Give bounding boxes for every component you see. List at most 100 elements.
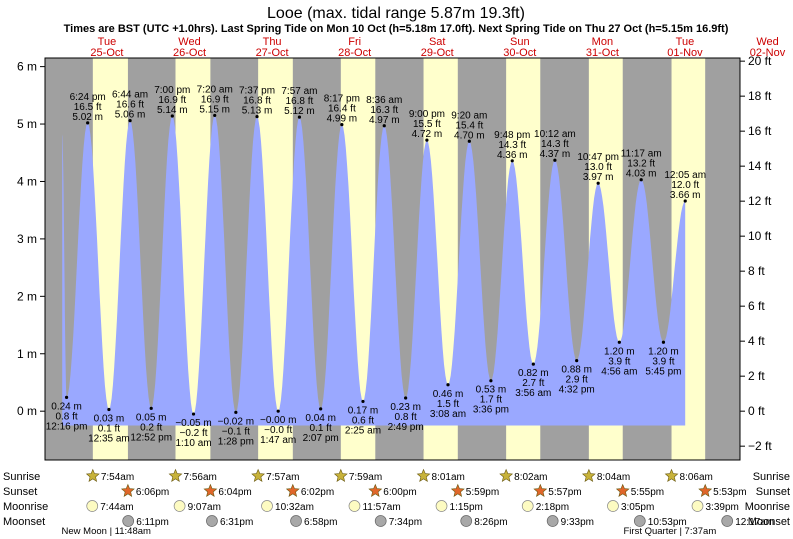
tide-point: [661, 340, 666, 344]
tide-water-area: [62, 115, 686, 426]
footer-row-label-left: Sunset: [3, 486, 37, 498]
sun-star-icon: [698, 483, 713, 497]
tide-m: 0.53 m: [476, 385, 507, 396]
day-date: 02-Nov: [750, 47, 786, 59]
sun-star-icon: [664, 468, 679, 482]
tide-point: [489, 379, 493, 383]
day-name: Sat: [429, 36, 446, 48]
moonrise-icon: [86, 500, 99, 512]
tide-point: [213, 113, 217, 118]
tide-time: 7:57 am: [281, 86, 317, 97]
sunset-time: 5:57pm: [548, 487, 581, 498]
sunrise-time: 7:56am: [184, 472, 217, 483]
day-date: 25-Oct: [90, 47, 123, 59]
tide-point: [361, 399, 365, 404]
sunset-time: 5:55pm: [631, 487, 664, 498]
sun-star-icon: [333, 468, 348, 482]
tide-point: [510, 159, 514, 163]
day-name: Mon: [592, 36, 613, 48]
tide-ft: 13.2 ft: [627, 159, 655, 170]
tide-ft: 15.4 ft: [455, 120, 483, 131]
tide-point: [596, 181, 600, 185]
tide-time: 12:05 am: [664, 170, 706, 181]
tide-time: 4:56 am: [601, 366, 637, 377]
tide-time: 3:36 pm: [473, 405, 509, 416]
sun-star-icon: [285, 483, 300, 497]
day-name: Tue: [676, 36, 695, 48]
footer-row-label-right: Sunset: [756, 486, 790, 498]
moonrise-icon: [521, 500, 534, 512]
tide-m: 4.72 m: [412, 129, 443, 140]
left-tick-label: 2 m: [17, 289, 37, 303]
sunset-time: 6:00pm: [383, 487, 416, 498]
sunrise-time: 7:54am: [101, 472, 134, 483]
moon-phase-label: New Moon | 11:48am: [62, 526, 152, 537]
tide-m: 4.97 m: [369, 115, 400, 126]
right-tick-label: 4 ft: [748, 334, 765, 348]
tide-m: 4.70 m: [454, 130, 485, 141]
right-tick-label: 6 ft: [748, 299, 765, 313]
day-name: Wed: [178, 36, 200, 48]
day-name: Tue: [98, 36, 117, 48]
sun-star-icon: [533, 483, 548, 497]
tide-time: 8:17 pm: [324, 94, 360, 105]
tide-point: [575, 359, 579, 363]
day-name: Sun: [510, 36, 530, 48]
tide-m: 0.23 m: [390, 402, 421, 413]
tide-time: 6:44 am: [112, 90, 148, 101]
tide-ft: 16.4 ft: [328, 104, 356, 115]
tide-m: 1.20 m: [648, 346, 679, 357]
tide-ft: 2.7 ft: [522, 378, 544, 389]
tide-ft: 15.5 ft: [413, 119, 441, 130]
sun-star-icon: [615, 483, 630, 497]
tide-time: 3:08 am: [430, 409, 466, 420]
tide-ft: 16.8 ft: [286, 96, 314, 107]
tide-point: [467, 139, 471, 143]
footer-row-label-left: Moonrise: [3, 501, 48, 513]
moonset-icon: [546, 515, 559, 527]
sun-star-icon: [168, 468, 183, 482]
tide-ft: 16.8 ft: [243, 96, 271, 107]
tide-ft: 16.9 ft: [201, 94, 229, 105]
tide-time: 7:20 am: [197, 84, 233, 95]
tide-ft: 14.3 ft: [541, 139, 569, 150]
tide-ft: −0.1 ft: [222, 426, 250, 437]
tide-point: [319, 407, 323, 411]
moonrise-time: 11:57am: [362, 502, 400, 513]
footer-row-label-right: Sunrise: [753, 471, 790, 483]
moonrise-icon: [173, 500, 186, 512]
day-date: 27-Oct: [256, 47, 289, 59]
moonset-icon: [290, 515, 302, 527]
tide-ft: 0.8 ft: [395, 412, 417, 423]
right-tick-label: 2 ft: [748, 369, 765, 383]
left-tick-label: 5 m: [17, 117, 37, 131]
tide-time: 11:17 am: [621, 149, 662, 160]
tide-ft: 3.9 ft: [652, 356, 674, 367]
sunrise-time: 8:01am: [432, 472, 465, 483]
tide-time: 9:48 pm: [494, 130, 530, 141]
tide-time: 10:47 pm: [577, 152, 619, 163]
tide-m: −0.05 m: [175, 418, 211, 429]
sunset-time: 6:06pm: [136, 487, 169, 498]
right-tick-label: −2 ft: [748, 439, 772, 453]
day-date: 31-Oct: [586, 47, 619, 59]
tide-ft: 0.6 ft: [352, 415, 374, 426]
day-name: Fri: [348, 36, 361, 48]
moonset-time: 6:58pm: [304, 517, 337, 528]
footer-row-label-left: Sunrise: [3, 471, 40, 483]
axes: 0 m 1 m 2 m 3 m 4 m 5 m 6 m −2 ft 0 ft 2 ft 4 ft 6 …: [17, 54, 772, 461]
tide-ft: 16.3 ft: [370, 105, 398, 116]
day-name: Wed: [756, 36, 778, 48]
right-tick-label: 8 ft: [748, 264, 765, 278]
tide-ft: 14.3 ft: [498, 140, 526, 151]
moonrise-icon: [691, 500, 704, 512]
tide-ft: 16.6 ft: [116, 100, 144, 111]
moonrise-icon: [348, 500, 361, 512]
tide-time: 9:20 am: [451, 110, 487, 121]
sun-star-icon: [203, 483, 218, 497]
tide-m: 0.82 m: [518, 368, 549, 379]
tide-time: 7:37 pm: [239, 86, 275, 97]
moonset-time: 10:53pm: [648, 517, 687, 528]
